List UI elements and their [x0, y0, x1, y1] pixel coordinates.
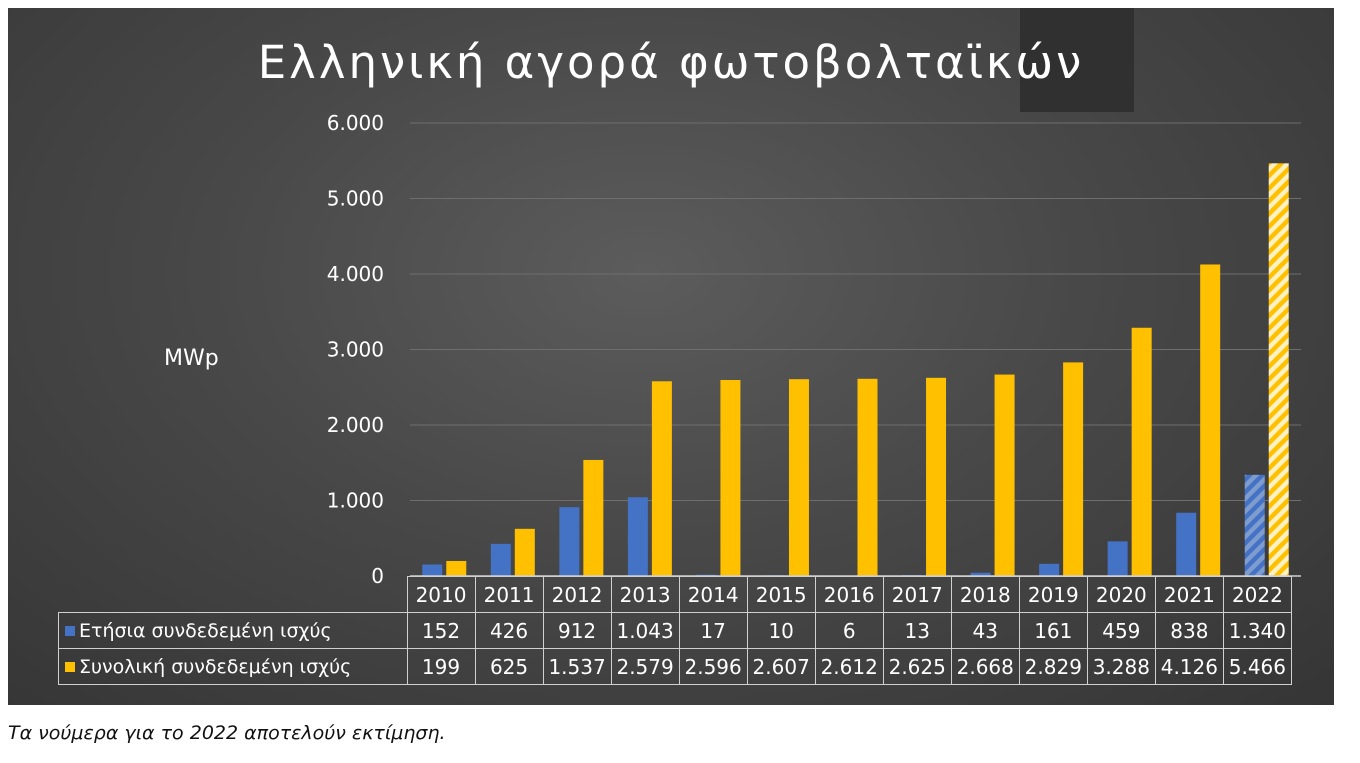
bar-annual-2018 [970, 572, 991, 576]
legend-entry: Συνολική συνδεδεμένη ισχύς [58, 648, 408, 685]
bar-cumulative-2020 [1131, 327, 1152, 576]
bar-annual-2020 [1107, 541, 1128, 576]
x-tick-label: 2018 [950, 576, 1020, 613]
bar-cumulative-2010 [446, 560, 467, 576]
bar-annual-2011 [490, 543, 511, 576]
data-label: 199 [406, 648, 476, 685]
data-table-row-annual: Ετήσια συνδεδεμένη ισχύς 152 426 912 1.043 17… [58, 612, 1292, 649]
x-tick-label: 2016 [814, 576, 884, 613]
x-tick-label: 2020 [1086, 576, 1156, 613]
footnote: Τα νούμερα για το 2022 αποτελούν εκτίμησ… [8, 722, 446, 744]
table-corner [58, 576, 408, 613]
x-tick-label: 2019 [1018, 576, 1088, 613]
bar-cumulative-2014 [720, 380, 741, 576]
y-tick-label: 3.000 [327, 338, 384, 362]
data-label: 2.625 [882, 648, 952, 685]
data-label: 426 [474, 612, 544, 649]
data-label: 17 [678, 612, 748, 649]
bar-cumulative-2017 [926, 377, 947, 576]
bar-annual-2019 [1039, 563, 1060, 576]
data-label: 838 [1154, 612, 1224, 649]
legend-entry: Ετήσια συνδεδεμένη ισχύς [58, 612, 408, 649]
data-label: 4.126 [1154, 648, 1224, 685]
data-label: 2.596 [678, 648, 748, 685]
bar-cumulative-2016 [857, 378, 878, 576]
data-label: 5.466 [1222, 648, 1292, 685]
bar-cumulative-2018 [994, 374, 1015, 576]
bar-cumulative-2021 [1200, 264, 1221, 576]
legend-label: Συνολική συνδεδεμένη ισχύς [79, 655, 352, 678]
data-label: 2.668 [950, 648, 1020, 685]
y-axis-unit-label: MWp [164, 346, 219, 371]
legend-label: Ετήσια συνδεδεμένη ισχύς [79, 619, 332, 642]
x-tick-label: 2017 [882, 576, 952, 613]
data-label: 2.579 [610, 648, 680, 685]
data-label: 2.607 [746, 648, 816, 685]
data-label: 912 [542, 612, 612, 649]
bar-cumulative-2011 [514, 528, 535, 576]
y-tick-label: 2.000 [327, 413, 384, 437]
x-tick-label: 2010 [406, 576, 476, 613]
bar-annual-2021 [1176, 512, 1197, 576]
data-label: 459 [1086, 612, 1156, 649]
bar-annual-2022 [1244, 474, 1265, 576]
y-tick-label: 6.000 [327, 111, 384, 135]
bar-cumulative-2015 [788, 379, 809, 576]
x-tick-label: 2021 [1154, 576, 1224, 613]
x-tick-label: 2011 [474, 576, 544, 613]
data-label: 13 [882, 612, 952, 649]
data-label: 1.043 [610, 612, 680, 649]
data-label: 43 [950, 612, 1020, 649]
x-tick-label: 2014 [678, 576, 748, 613]
data-label: 10 [746, 612, 816, 649]
data-table: 2010 2011 2012 2013 2014 2015 2016 2017 2018 2019… [58, 576, 1292, 685]
data-label: 6 [814, 612, 884, 649]
chart-panel: Ελληνική αγορά φωτοβολταϊκών MWp 0 1.000 2… [8, 8, 1334, 705]
y-tick-label: 4.000 [327, 262, 384, 286]
data-label: 625 [474, 648, 544, 685]
data-label: 1.537 [542, 648, 612, 685]
bar-annual-2013 [627, 497, 648, 576]
data-label: 161 [1018, 612, 1088, 649]
bar-cumulative-2013 [651, 381, 672, 576]
bar-cumulative-2022 [1268, 163, 1289, 576]
data-label: 1.340 [1222, 612, 1292, 649]
bar-cumulative-2012 [583, 459, 604, 576]
x-tick-label: 2015 [746, 576, 816, 613]
data-label: 152 [406, 612, 476, 649]
x-tick-label: 2022 [1222, 576, 1292, 613]
y-tick-label: 5.000 [327, 187, 384, 211]
title-accent-block [1020, 8, 1134, 112]
x-tick-label: 2013 [610, 576, 680, 613]
bar-annual-2010 [422, 564, 443, 576]
x-tick-label: 2012 [542, 576, 612, 613]
legend-swatch [65, 661, 75, 672]
chart-title: Ελληνική αγορά φωτοβολταϊκών [257, 36, 1085, 89]
data-table-header-row: 2010 2011 2012 2013 2014 2015 2016 2017 2018 2019… [58, 576, 1292, 613]
y-tick-label: 1.000 [327, 489, 384, 513]
data-label: 2.612 [814, 648, 884, 685]
data-label: 2.829 [1018, 648, 1088, 685]
data-table-row-cumulative: Συνολική συνδεδεμένη ισχύς 199 625 1.537 2.5… [58, 648, 1292, 685]
legend-swatch [65, 625, 75, 636]
bar-annual-2012 [559, 507, 580, 576]
data-label: 3.288 [1086, 648, 1156, 685]
bar-cumulative-2019 [1063, 362, 1084, 576]
